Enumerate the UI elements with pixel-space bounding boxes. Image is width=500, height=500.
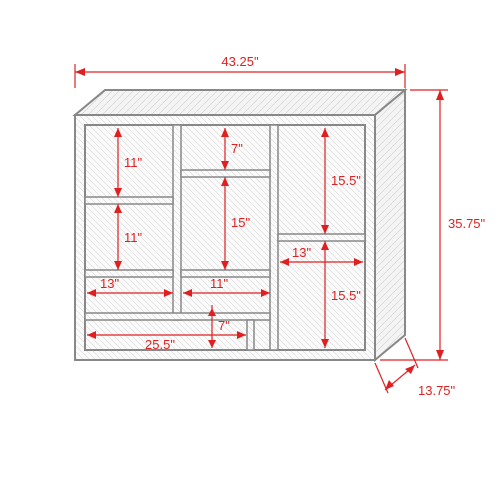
shelf-bottom-top — [85, 313, 270, 320]
dim-r-lower-label: 15.5" — [331, 288, 361, 303]
dim-bottom-h-label: 7" — [218, 318, 230, 333]
shelf-l1 — [85, 197, 173, 204]
dim-l-mid-label: 11" — [124, 230, 142, 245]
shelf-c1 — [181, 170, 270, 177]
cabinet-side — [375, 90, 405, 360]
cabinet-top — [75, 90, 405, 115]
dim-r-w-label: 13" — [292, 245, 311, 260]
divider-v2 — [270, 125, 278, 350]
divider-bottom — [247, 320, 254, 350]
dim-c-top-label: 7" — [231, 141, 243, 156]
dim-l-w-label: 13" — [100, 276, 119, 291]
divider-v1 — [173, 125, 181, 320]
dim-bottom-label: 25.5" — [145, 337, 175, 352]
dim-depth-label: 13.75" — [418, 383, 456, 398]
shelf-r1 — [278, 234, 365, 241]
dim-overall-width: 43.25" — [75, 54, 405, 88]
dim-l-upper-label: 11" — [124, 155, 142, 170]
dim-c-w-label: 11" — [210, 276, 228, 291]
dim-width-label: 43.25" — [221, 54, 259, 69]
dim-c-mid-label: 15" — [231, 215, 250, 230]
shelf-l2 — [85, 270, 173, 277]
dim-height-label: 35.75" — [448, 216, 486, 231]
dim-r-upper-label: 15.5" — [331, 173, 361, 188]
shelf-dimension-diagram: 43.25" 35.75" 13.75" 11" 11" 13" — [0, 0, 500, 500]
